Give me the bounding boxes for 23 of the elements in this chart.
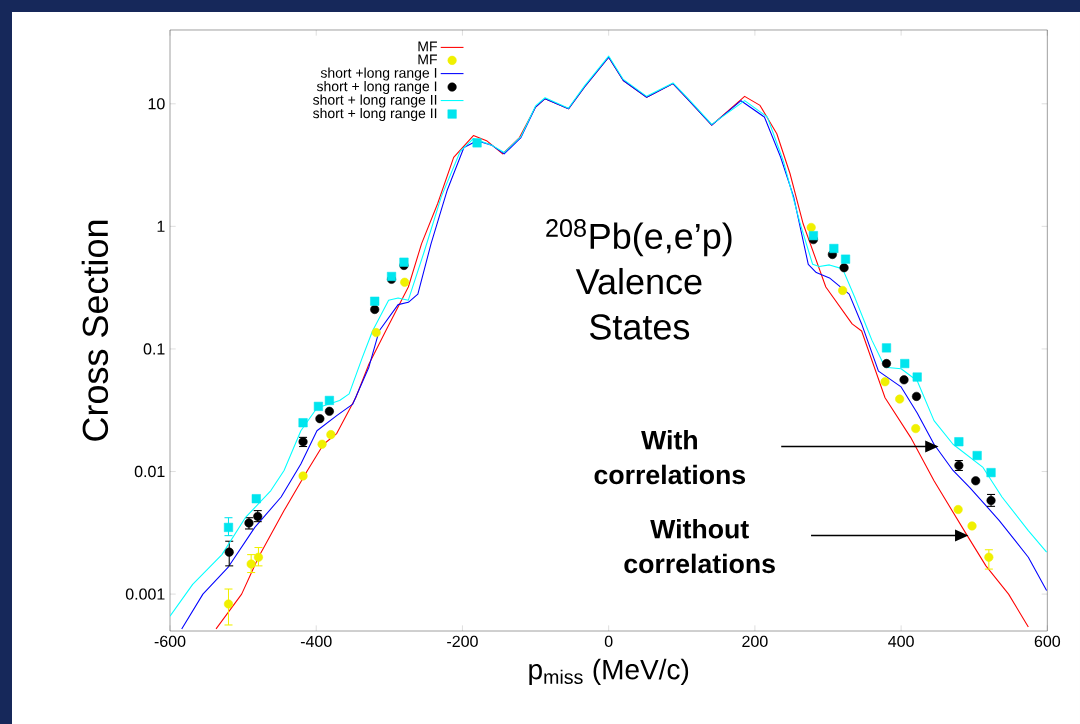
legend-label: short +long range I	[320, 67, 437, 81]
y-tick-label: 0.001	[125, 588, 165, 600]
x-tick-label: 600	[1034, 635, 1061, 648]
legend-label: MF	[418, 54, 437, 65]
legend-label: short + long range II	[313, 94, 437, 108]
y-tick-label: 10	[148, 98, 165, 110]
annotation: With correlations	[594, 430, 746, 485]
legend-label: short + long range II	[313, 107, 437, 122]
annotation: $^{208}$Pb(e,e’p) Valence States	[546, 219, 732, 340]
y-tick-label: 0.1	[143, 343, 165, 355]
x-tick-label: -200	[447, 635, 478, 648]
x-axis-title: p$_{miss}$ (MeV/c)	[529, 658, 689, 685]
x-tick-label: 200	[742, 635, 768, 648]
y-axis-title: Cross Section	[81, 220, 109, 441]
annotation: Without correlations	[624, 518, 775, 574]
y-tick-label: 1	[157, 220, 165, 232]
y-tick-label: 0.01	[134, 465, 165, 478]
x-tick-label: 400	[888, 635, 914, 648]
legend-label: MF	[418, 41, 437, 52]
legend-label: short + long range I	[316, 81, 437, 95]
x-tick-label: -600	[154, 635, 186, 648]
x-tick-label: 0	[604, 635, 613, 648]
x-tick-label: -400	[300, 635, 332, 648]
